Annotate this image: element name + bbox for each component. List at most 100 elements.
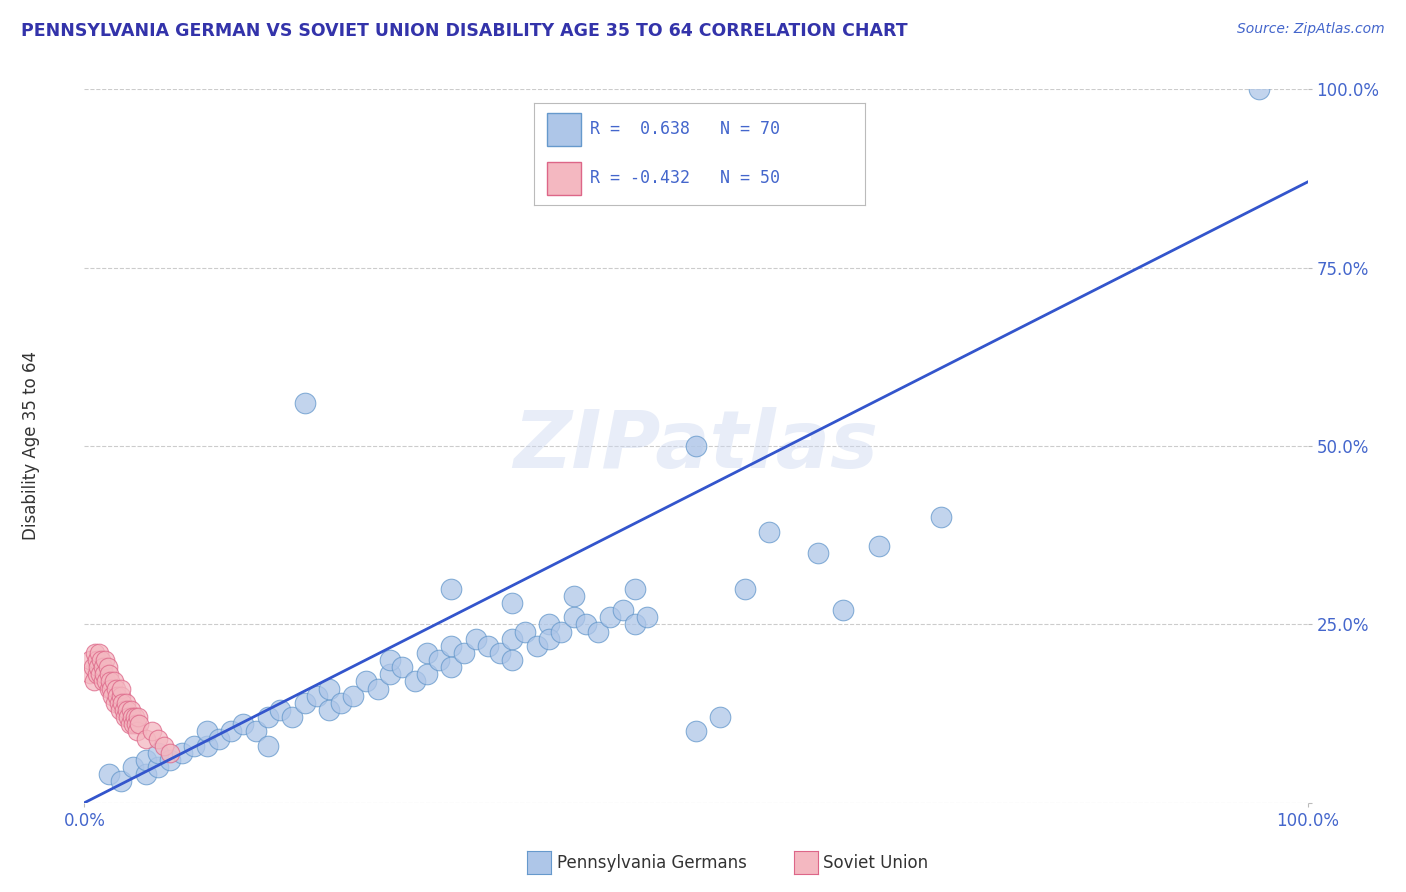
Point <box>294 696 316 710</box>
Point <box>97 660 120 674</box>
Point <box>104 696 127 710</box>
Text: ZIPatlas: ZIPatlas <box>513 407 879 485</box>
Point <box>91 674 114 689</box>
Point <box>86 667 108 681</box>
Point <box>1247 82 1270 96</box>
Point <box>115 703 138 717</box>
Point <box>208 731 231 746</box>
Point <box>183 739 205 753</box>
Point <box>526 639 548 653</box>
Point <box>115 696 138 710</box>
Point <box>513 624 536 639</box>
Point <box>550 624 572 639</box>
Point <box>734 582 756 596</box>
Point <box>107 696 129 710</box>
Text: R =  0.638   N = 70: R = 0.638 N = 70 <box>591 120 780 138</box>
FancyBboxPatch shape <box>547 162 581 194</box>
Point <box>128 717 150 731</box>
Point <box>501 653 523 667</box>
Point <box>489 646 512 660</box>
Point <box>416 667 439 681</box>
FancyBboxPatch shape <box>547 113 581 145</box>
Text: R = -0.432   N = 50: R = -0.432 N = 50 <box>591 169 780 187</box>
Text: PENNSYLVANIA GERMAN VS SOVIET UNION DISABILITY AGE 35 TO 64 CORRELATION CHART: PENNSYLVANIA GERMAN VS SOVIET UNION DISA… <box>21 22 908 40</box>
Point <box>93 667 115 681</box>
Point <box>831 603 853 617</box>
Point <box>110 681 132 696</box>
Point <box>121 710 143 724</box>
Point <box>538 617 561 632</box>
Point <box>87 660 110 674</box>
Point <box>146 731 169 746</box>
Point <box>538 632 561 646</box>
Point <box>869 539 891 553</box>
Point <box>83 674 105 689</box>
Point <box>318 703 340 717</box>
Point <box>416 646 439 660</box>
Point <box>101 689 124 703</box>
Point <box>118 717 141 731</box>
Point <box>636 610 658 624</box>
Point <box>125 724 148 739</box>
Point <box>79 667 101 681</box>
Point <box>122 760 145 774</box>
Point <box>257 739 280 753</box>
Point <box>245 724 267 739</box>
Point <box>709 710 731 724</box>
Point <box>84 646 107 660</box>
Point <box>477 639 499 653</box>
Point <box>110 774 132 789</box>
Point <box>82 660 104 674</box>
Point <box>440 582 463 596</box>
Point <box>232 717 254 731</box>
Point <box>562 589 585 603</box>
Point <box>135 767 157 781</box>
Point <box>79 653 101 667</box>
Point <box>153 739 176 753</box>
Point <box>575 617 598 632</box>
Point <box>135 731 157 746</box>
Point <box>146 760 169 774</box>
Text: Pennsylvania Germans: Pennsylvania Germans <box>557 855 747 872</box>
Point <box>172 746 194 760</box>
Point <box>110 689 132 703</box>
Point <box>103 674 125 689</box>
Point <box>105 681 128 696</box>
Point <box>562 610 585 624</box>
Point <box>391 660 413 674</box>
Point <box>440 639 463 653</box>
Point <box>404 674 426 689</box>
Point <box>269 703 291 717</box>
Text: Source: ZipAtlas.com: Source: ZipAtlas.com <box>1237 22 1385 37</box>
Point <box>380 667 402 681</box>
Point <box>599 610 621 624</box>
Point <box>685 439 707 453</box>
Text: Soviet Union: Soviet Union <box>823 855 928 872</box>
Point <box>124 710 146 724</box>
Point <box>97 667 120 681</box>
Point <box>330 696 353 710</box>
Point <box>90 653 112 667</box>
Point <box>87 646 110 660</box>
Point <box>305 689 328 703</box>
Point <box>159 753 181 767</box>
Point <box>117 710 139 724</box>
Point <box>96 674 118 689</box>
Point <box>86 653 108 667</box>
Point <box>146 746 169 760</box>
Point <box>586 624 609 639</box>
Point <box>354 674 377 689</box>
Point <box>318 681 340 696</box>
Point <box>89 667 111 681</box>
Point <box>380 653 402 667</box>
Point <box>624 617 647 632</box>
Point <box>807 546 830 560</box>
Point <box>929 510 952 524</box>
Point <box>97 681 120 696</box>
Point <box>94 653 117 667</box>
Point <box>108 703 131 717</box>
Point <box>685 724 707 739</box>
Point <box>501 596 523 610</box>
Point <box>427 653 450 667</box>
Point <box>624 582 647 596</box>
